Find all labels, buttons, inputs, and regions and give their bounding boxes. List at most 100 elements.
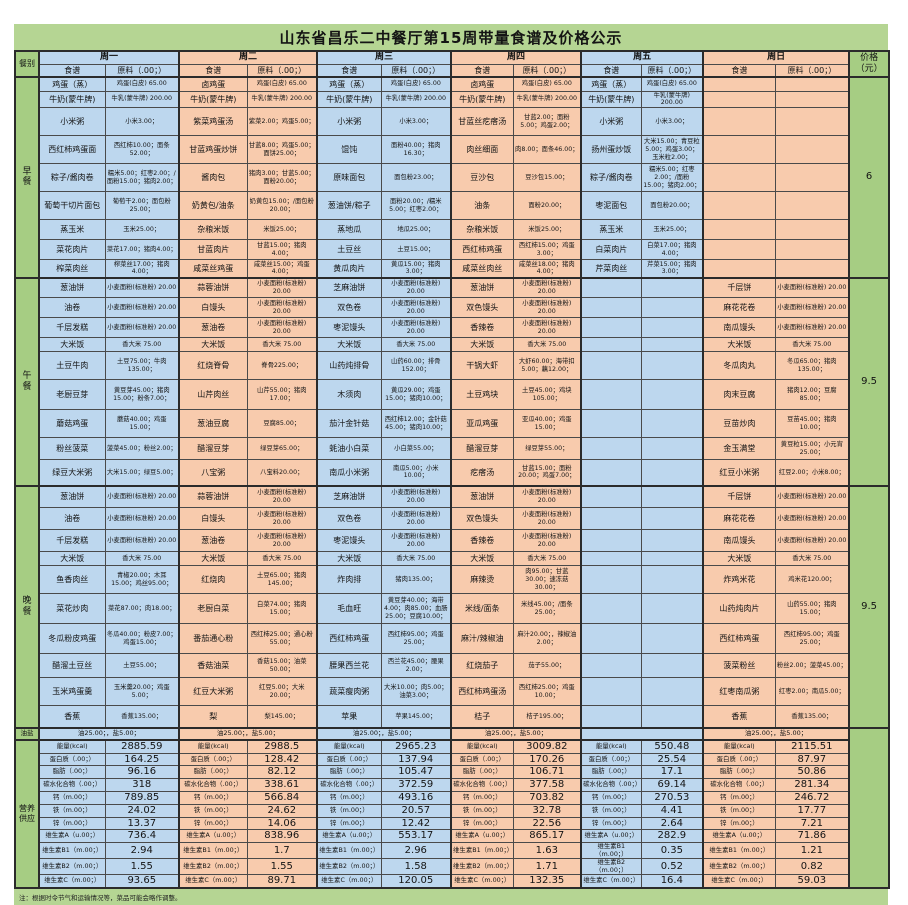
nutrition-value-cell: 96.16 [104, 765, 180, 780]
nutrition-row: 维生素A（u.00；） 736.4 维生素A（u.00；） 838.96 维生素A（u.… [15, 829, 889, 844]
recipe-cell: 香蕉 [702, 705, 776, 729]
nutrition-name-cell: 能量(kcal) [702, 738, 776, 754]
ingredient-cell: 小麦面粉(标准粉) 20.00 [380, 484, 452, 509]
header-ingredient-cell: 原料（.00；） [774, 63, 850, 78]
nutrition-name-cell: 维生素C（m.00；） [702, 874, 776, 889]
nutrition-section-label-cell: 营养 供应 [14, 738, 40, 889]
recipe-cell: 米线/面条 [450, 593, 514, 625]
nutrition-name-cell: 锌（m.00；） [178, 816, 248, 831]
nutrition-value-cell: 12.42 [380, 816, 452, 831]
ingredient-cell [640, 623, 704, 655]
ingredient-cell: 西兰花45.00；腰果2.00； [380, 653, 452, 679]
ingredient-cell: 茄子55.00； [512, 653, 582, 679]
price-empty-cell [848, 726, 890, 889]
nutrition-value-cell: 2.94 [104, 842, 180, 860]
ingredient-cell: 米线45.00；/面条25.00； [512, 593, 582, 625]
recipe-cell [580, 351, 642, 381]
recipe-cell: 卤鸡蛋 [450, 76, 514, 92]
ingredient-cell: 小米3.00； [640, 107, 704, 137]
ingredient-cell: 香大米 75.00 [512, 551, 582, 567]
table-row: 老厨豆芽 黄豆芽45.00；猪肉15.00；粉条7.00； 山芹肉丝 山芹55.00；… [15, 379, 889, 411]
ingredient-cell: 小白菜55.00； [380, 437, 452, 461]
recipe-cell: 蘑菇鸡蛋 [38, 409, 106, 439]
nutrition-name-cell: 锌（m.00；） [38, 816, 106, 831]
nutrition-name-cell: 蛋白质（.00；） [702, 752, 776, 767]
nutrition-value-cell: 20.57 [380, 803, 452, 818]
nutrition-row: 维生素C（m.00；） 93.65 维生素C（m.00；） 89.71 维生素C（m.0… [15, 874, 889, 889]
nutrition-name-cell: 铁（m.00；） [580, 803, 642, 818]
nutrition-value-cell: 1.63 [512, 842, 582, 860]
ingredient-cell [774, 135, 850, 165]
recipe-cell [580, 653, 642, 679]
recipe-cell: 红枣南瓜粥 [702, 677, 776, 707]
nutrition-name-cell: 碳水化合物（.00；） [580, 778, 642, 792]
ingredient-cell: 小麦面粉(标准粉) 20.00 [774, 317, 850, 339]
oil-salt-cell: 油25.00；，盐5.00； [450, 726, 582, 741]
nutrition-value-cell: 13.37 [104, 816, 180, 831]
nutrition-name-cell: 维生素C（m.00；） [38, 874, 106, 889]
header-ingredient-cell: 原料（.00；） [512, 63, 582, 78]
recipe-cell: 苹果 [316, 705, 382, 729]
nutrition-row: 维生素B1（m.00；） 2.94 维生素B1（m.00；） 1.7 维生素B1（m.0… [15, 842, 889, 860]
nutrition-row: 营养 供应 能量(kcal) 2885.59 能量(kcal) 2988.5 能量(kcal… [14, 738, 889, 889]
nutrition-name-cell: 脂肪（.00；） [702, 765, 776, 780]
oil-salt-cell: 油25.00；，盐5.00； [37, 726, 180, 741]
recipe-cell: 红烧茄子 [450, 653, 514, 679]
nutrition-name-cell: 钙（m.00；） [178, 790, 248, 805]
nutrition-name-cell: 钙（m.00；） [316, 790, 382, 805]
ingredient-cell: 香大米 75.00 [380, 551, 452, 567]
ingredient-cell: 甘蓝8.00；鸡蛋5.00；面饼25.00； [246, 135, 318, 165]
header-price-cell: 价格 （元） [848, 50, 890, 78]
ingredient-cell [640, 653, 704, 679]
table-row: 粽子/酱肉卷 糯米5.00；红枣2.00；/面粉15.00；猪肉2.00； 酱肉包猪… [15, 163, 889, 193]
header-ingredient-cell: 原料（.00；） [104, 63, 180, 78]
recipe-cell: 大米饭 [702, 551, 776, 567]
ingredient-cell: 黄瓜15.00；猪肉3.00； [380, 259, 452, 279]
table-row: 油卷 小麦面粉(标准粉) 20.00 白馒头 小麦面粉(标准粉) 20.00 双色卷 小麦… [15, 507, 889, 531]
ingredient-cell: 黄豆芽40.00；海带4.00；肉85.00；血肠25.00；豆腐10.00； [380, 593, 452, 625]
recipe-cell: 鸡蛋（蒸） [38, 76, 106, 92]
nutrition-value-cell: 69.14 [640, 778, 704, 792]
recipe-cell: 葱油豆腐 [178, 409, 248, 439]
nutrition-value-cell: 105.47 [380, 765, 452, 780]
recipe-cell: 枣泥馒头 [316, 529, 382, 553]
table-row: 香蕉 香蕉135.00；梨梨145.00； 苹果 苹果145.00； 桔子 桔子195.0… [15, 705, 889, 729]
header-ingredient-cell: 原料（.00；） [640, 63, 704, 78]
recipe-cell: 奶黄包/油条 [178, 191, 248, 221]
oil-salt-cell: 油25.00；，盐5.00； [702, 726, 850, 741]
ingredient-cell: 猪肉12.00；豆腐85.00； [774, 379, 850, 411]
nutrition-value-cell: 0.82 [774, 858, 850, 876]
nutrition-name-cell: 铁（m.00；） [38, 803, 106, 818]
recipe-cell [702, 135, 776, 165]
nutrition-value-cell: 1.21 [774, 842, 850, 860]
nutrition-name-cell: 钙（m.00；） [450, 790, 514, 805]
recipe-cell: 白馒头 [178, 297, 248, 319]
ingredient-cell: 小麦面粉(标准粉) 20.00 [104, 529, 180, 553]
recipe-cell: 双色馒头 [450, 297, 514, 319]
recipe-cell [580, 276, 642, 299]
recipe-cell: 小米粥 [38, 107, 106, 137]
ingredient-cell: 冬瓜65.00；猪肉135.00； [774, 351, 850, 381]
recipe-cell: 老厨豆芽 [38, 379, 106, 411]
nutrition-value-cell: 25.54 [640, 752, 704, 767]
nutrition-name-cell: 蛋白质（.00；） [580, 752, 642, 767]
ingredient-cell [640, 276, 704, 299]
ingredient-cell: 白菜74.00；猪肉15.00； [246, 593, 318, 625]
ingredient-cell: 黄豆粒15.00；小元宵25.00； [774, 437, 850, 461]
recipe-cell: 咸菜丝肉丝 [450, 259, 514, 279]
recipe-cell: 西红柿鸡蛋汤 [450, 677, 514, 707]
nutrition-value-cell: 553.17 [380, 829, 452, 844]
nutrition-row: 维生素B2（m.00；） 1.55 维生素B2（m.00；） 1.55 维生素B2（m.… [15, 858, 889, 876]
nutrition-name-cell: 脂肪（.00；） [316, 765, 382, 780]
ingredient-cell [774, 76, 850, 92]
nutrition-name-cell: 维生素A（u.00；） [450, 829, 514, 844]
recipe-cell: 枣泥面包 [580, 191, 642, 221]
nutrition-name-cell: 维生素B2（m.00；） [702, 858, 776, 876]
recipe-cell: 豆苗炒肉 [702, 409, 776, 439]
ingredient-cell: 面包粉23.00； [380, 163, 452, 193]
nutrition-name-cell: 维生素B1（m.00；） [178, 842, 248, 860]
table-row: 玉米鸡蛋羹 玉米羹20.00；鸡蛋5.00； 红豆大米粥 红豆5.00；大米20.00… [15, 677, 889, 707]
ingredient-cell: 脊骨225.00； [246, 351, 318, 381]
recipe-cell: 千层发糕 [38, 317, 106, 339]
nutrition-name-cell: 蛋白质（.00；） [316, 752, 382, 767]
